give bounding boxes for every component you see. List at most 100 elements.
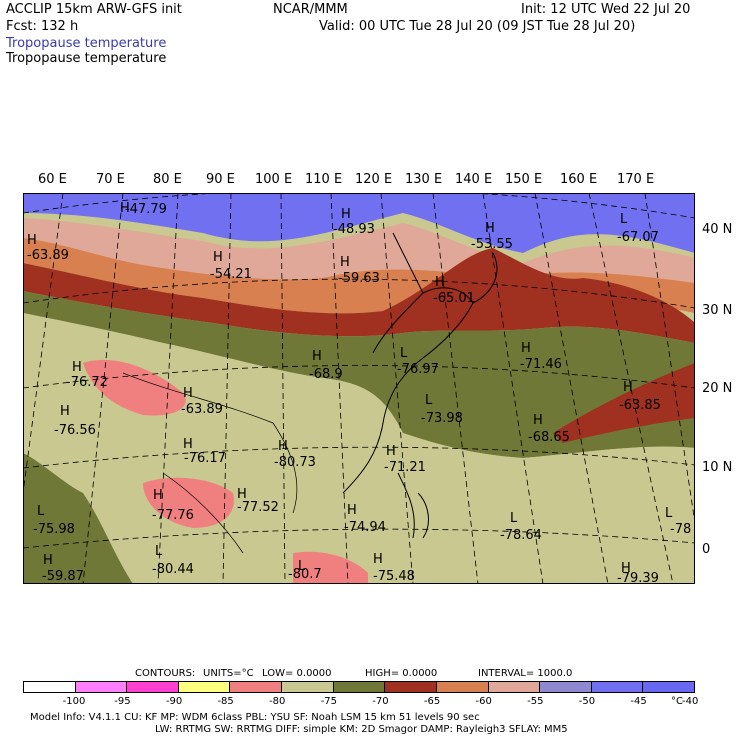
lon-label: 90 E	[206, 172, 235, 187]
hl-value: -80.7	[288, 567, 322, 582]
lat-label: 20 N	[702, 381, 733, 396]
colorbar-swatch	[487, 681, 541, 693]
temp-band-80-b	[143, 477, 234, 528]
lon-label: 140 E	[455, 172, 493, 187]
lon-label: 120 E	[355, 172, 393, 187]
colorbar-swatch	[642, 681, 695, 693]
hl-value: -76.72	[66, 375, 108, 390]
colorbar-swatch	[590, 681, 644, 693]
colorbar-label: -50	[578, 696, 596, 707]
hl-value: -75.98	[33, 522, 75, 537]
hl-marker: L	[425, 393, 433, 408]
hl-marker: L	[665, 506, 673, 521]
hl-value: -53.55	[471, 237, 513, 252]
grid-lines	[23, 193, 695, 584]
high-label: HIGH= 0.0000	[365, 668, 438, 679]
colorbar-label: -70	[372, 696, 389, 707]
lat-label: 0	[702, 542, 711, 557]
hl-value: -54.21	[210, 267, 252, 282]
colorbar-swatch	[539, 681, 592, 693]
colorbar-label: -85	[217, 696, 234, 707]
hl-marker: H	[533, 413, 543, 428]
hl-marker: H	[120, 201, 130, 216]
colorbar-swatch	[229, 681, 283, 693]
hl-value: -80.44	[152, 562, 194, 577]
tropopause-temperature-map	[23, 193, 695, 584]
hl-marker: H	[237, 487, 247, 502]
temp-band-80-c	[293, 551, 368, 584]
interval-label: INTERVAL= 1000.0	[478, 668, 573, 679]
colorbar-swatch	[281, 681, 334, 693]
colorbar-unit: °C	[671, 696, 683, 707]
temp-band-70-sw	[23, 453, 133, 584]
lon-label: 80 E	[153, 172, 182, 187]
hl-marker: H	[347, 503, 357, 518]
temp-band-80-a	[83, 359, 186, 416]
hl-value: -67.07	[617, 230, 659, 245]
hl-value: -59.63	[338, 271, 380, 286]
colorbar-swatch	[126, 681, 179, 693]
coastline	[342, 232, 498, 494]
lon-label: 100 E	[255, 172, 293, 187]
lon-label: 170 E	[617, 172, 655, 187]
hl-marker: H	[312, 349, 322, 364]
lon-label: 130 E	[405, 172, 443, 187]
hl-value: -63.89	[181, 402, 223, 417]
hl-marker: H	[72, 360, 82, 375]
lat-label: 40 N	[702, 222, 733, 237]
hl-marker: H	[373, 552, 383, 567]
hl-marker: H	[621, 561, 631, 576]
temp-band-65	[23, 248, 695, 343]
forecast-hour: Fcst: 132 h	[6, 19, 79, 34]
lon-label: 150 E	[505, 172, 543, 187]
colorbar-label: -90	[165, 696, 183, 707]
hl-marker: H	[60, 404, 70, 419]
coastline-philippines	[397, 472, 429, 539]
lon-label: 70 E	[96, 172, 125, 187]
hl-marker: L	[510, 511, 518, 526]
hl-value: -77.52	[237, 500, 279, 515]
temp-band-45	[23, 193, 695, 253]
hl-marker: H	[27, 233, 37, 248]
hl-value: -76.17	[184, 451, 226, 466]
lat-label: 30 N	[702, 303, 733, 318]
hl-value: -63.89	[27, 248, 69, 263]
hl-value: -78.64	[500, 528, 542, 543]
colorbar-label: -95	[114, 696, 131, 707]
hl-marker: H	[183, 386, 193, 401]
hl-value: -65.01	[433, 291, 475, 306]
colorbar-label: -100	[62, 696, 86, 707]
physics-info: LW: RRTMG SW: RRTMG DIFF: simple KM: 2D …	[155, 724, 568, 735]
hl-marker: L	[298, 559, 306, 574]
lat-label: 10 N	[702, 460, 733, 475]
country-borders	[122, 372, 298, 554]
hl-value: -78	[670, 522, 692, 537]
hl-value: -80.73	[274, 455, 316, 470]
hl-marker: H	[341, 207, 351, 222]
hl-value: -71.46	[520, 357, 562, 372]
temp-band-70	[23, 291, 695, 458]
low-label: LOW= 0.0000	[262, 668, 332, 679]
field-title-colored: Tropopause temperature	[6, 36, 167, 51]
init-time: Init: 12 UTC Wed 22 Jul 20	[521, 2, 691, 17]
contours-label: CONTOURS:	[135, 668, 196, 679]
hl-value: -48.93	[333, 222, 375, 237]
colorbar-label: -40	[682, 696, 699, 707]
hl-value: -77.76	[152, 508, 194, 523]
hl-marker: H	[153, 488, 163, 503]
colorbar-label: -45	[630, 696, 647, 707]
hl-value: -71.21	[384, 460, 426, 475]
colorbar-swatch	[177, 681, 231, 693]
hl-marker: H	[521, 341, 531, 356]
hl-value: -76.97	[397, 362, 439, 377]
colorbar-label: -75	[320, 696, 338, 707]
lon-label: 110 E	[305, 172, 343, 187]
colorbar-label: -65	[423, 696, 441, 707]
hl-value: -73.98	[421, 411, 463, 426]
lon-label: 60 E	[38, 172, 67, 187]
hl-marker: H	[623, 380, 633, 395]
hl-value: -79.39	[617, 571, 659, 586]
hl-marker: H	[435, 275, 445, 290]
lon-label: 160 E	[560, 172, 598, 187]
colorbar-swatch	[74, 681, 128, 693]
